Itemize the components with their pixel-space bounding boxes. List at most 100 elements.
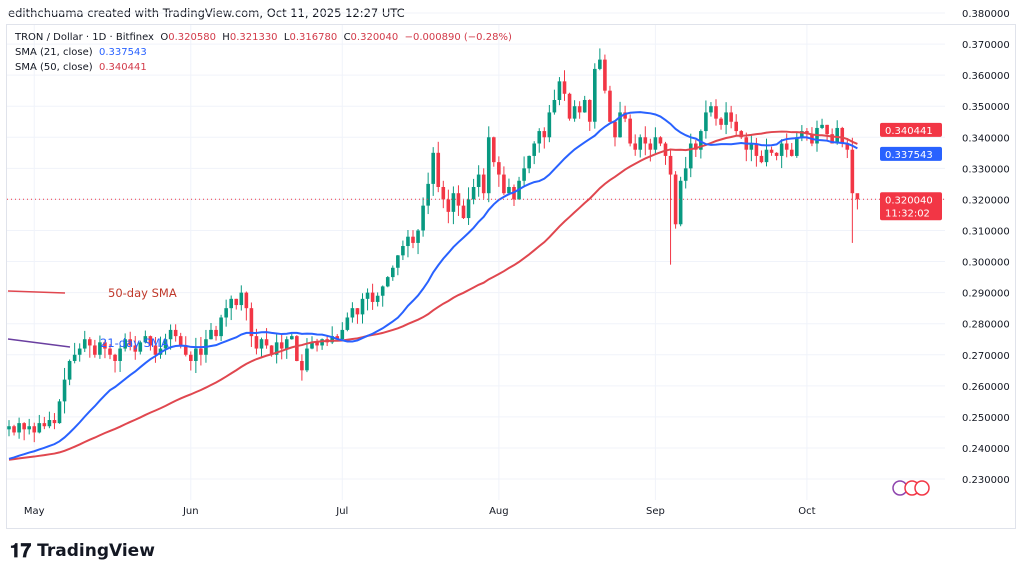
candle-body — [537, 131, 542, 144]
open-value: 0.320580 — [168, 32, 216, 43]
candle-body — [42, 423, 47, 427]
candle-body — [724, 112, 728, 125]
y-tick-label: 0.280000 — [962, 320, 1010, 331]
candle-body — [835, 127, 839, 144]
candle-body — [502, 174, 506, 194]
x-tick-label: May — [24, 506, 45, 517]
candle-body — [653, 137, 658, 150]
candle-body — [492, 137, 496, 163]
candle-body — [633, 143, 637, 150]
candle-body — [189, 354, 193, 361]
y-tick-label: 0.270000 — [962, 351, 1010, 362]
candle-body — [345, 317, 350, 330]
candle-body — [795, 137, 799, 156]
candle-body — [411, 236, 415, 243]
candle-body — [62, 379, 67, 402]
candle-body — [385, 277, 390, 287]
candle-body — [229, 298, 233, 309]
sma50-label: SMA (50, close) — [15, 62, 93, 73]
candle-body — [7, 426, 11, 430]
candle-body — [320, 339, 324, 346]
sma50-price-tag-text: 0.340441 — [885, 126, 933, 137]
candle-body — [27, 426, 31, 430]
candle-body — [259, 339, 264, 349]
sma21-row[interactable]: SMA (21, close) 0.337543 — [15, 45, 512, 60]
candle-body — [77, 348, 82, 355]
candle-body — [305, 348, 309, 371]
candle-body — [264, 339, 269, 346]
candle-body — [507, 186, 511, 194]
candle-body — [249, 308, 254, 337]
sma50-price-tag — [880, 122, 942, 137]
chart-frame — [6, 24, 1016, 529]
sma50-annotation-line — [7, 290, 66, 294]
candle-body — [426, 183, 430, 206]
candle-body — [380, 286, 385, 296]
candle-body — [658, 137, 663, 144]
candle-body — [32, 426, 37, 433]
candle-body — [123, 339, 127, 349]
candle-body — [593, 68, 597, 122]
sma21-price-tag — [880, 146, 942, 161]
candle-body — [133, 345, 138, 352]
candle-body — [406, 236, 410, 247]
candle-body — [552, 99, 557, 113]
candle-body — [840, 127, 845, 144]
y-tick-label: 0.230000 — [962, 475, 1010, 486]
candle-body — [608, 90, 612, 122]
candle-body — [72, 354, 77, 361]
x-tick-label: Oct — [798, 506, 815, 517]
sma50-row[interactable]: SMA (50, close) 0.340441 — [15, 60, 512, 75]
candle-body — [779, 143, 784, 156]
x-tick-label: Aug — [489, 506, 509, 517]
candle-body — [729, 112, 733, 122]
candle-body — [183, 345, 188, 355]
candle-body — [209, 329, 213, 340]
candle-body — [739, 131, 744, 138]
candle-body — [239, 292, 244, 306]
candle-body — [416, 230, 420, 243]
candle-body — [194, 348, 198, 361]
candle-body — [784, 143, 789, 150]
candle-body — [547, 112, 552, 138]
candle-body — [643, 137, 648, 144]
candle-body — [12, 426, 16, 433]
candle-body — [360, 298, 365, 315]
candle-body — [113, 354, 117, 361]
sma50-value: 0.340441 — [99, 62, 147, 73]
tradingview-logo: 𝟏𝟕 TradingView — [10, 540, 155, 562]
candle-body — [300, 360, 304, 371]
candle-body — [678, 180, 683, 225]
y-tick-label: 0.250000 — [962, 413, 1010, 424]
open-label: O — [160, 32, 169, 43]
sma50-annotation: 50-day SMA — [108, 286, 177, 300]
sma21-annotation-line — [7, 338, 71, 348]
candle-body — [214, 329, 218, 337]
candle-body — [572, 106, 577, 119]
candle-body — [830, 134, 834, 144]
candle-body — [375, 295, 380, 302]
candle-body — [103, 342, 107, 349]
candle-body — [704, 112, 708, 132]
candle-body — [350, 308, 355, 318]
chart-legend: TRON / Dollar · 1D · Bitfinex O0.320580 … — [15, 30, 512, 75]
candle-body — [47, 420, 52, 427]
candle-body — [623, 112, 627, 119]
candle-body — [825, 124, 829, 135]
candle-body — [800, 131, 804, 138]
candle-body — [284, 339, 289, 349]
symbol-label[interactable]: TRON / Dollar · 1D · Bitfinex — [15, 32, 154, 43]
candle-body — [67, 360, 72, 380]
candle-body — [396, 255, 400, 268]
candle-body — [532, 143, 536, 156]
x-tick-label: Jun — [182, 506, 199, 517]
candle-body — [613, 121, 617, 138]
candle-body — [82, 339, 87, 349]
y-tick-label: 0.320000 — [962, 195, 1010, 206]
candle-body — [582, 99, 587, 113]
sma21-value: 0.337543 — [99, 47, 147, 58]
candle-body — [486, 137, 491, 194]
candle-body — [668, 155, 673, 175]
sma21-line — [8, 111, 858, 460]
